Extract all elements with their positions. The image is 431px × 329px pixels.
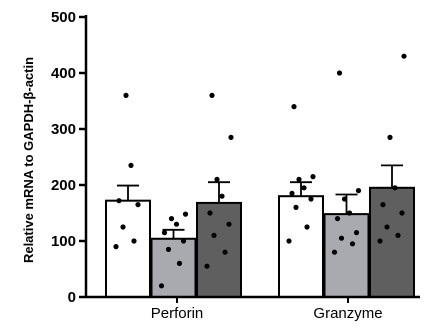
data-point bbox=[214, 176, 220, 182]
data-point bbox=[158, 283, 165, 289]
data-point bbox=[377, 238, 383, 244]
data-point bbox=[346, 210, 353, 216]
data-point bbox=[331, 249, 338, 255]
data-point bbox=[123, 92, 129, 98]
data-point bbox=[128, 162, 134, 168]
data-point bbox=[336, 70, 343, 76]
bar bbox=[150, 237, 197, 298]
data-point bbox=[286, 238, 292, 244]
data-point bbox=[304, 224, 310, 230]
data-point bbox=[222, 249, 228, 255]
y-tick-label: 200 bbox=[51, 177, 76, 194]
data-point bbox=[301, 185, 307, 191]
y-tick-label: 100 bbox=[51, 233, 76, 250]
data-point bbox=[353, 230, 360, 236]
data-point bbox=[380, 202, 386, 208]
data-point bbox=[384, 224, 390, 230]
y-axis-label: Relative mRNA to GAPDH-β-actin bbox=[21, 57, 36, 263]
data-point bbox=[120, 224, 126, 230]
data-point bbox=[296, 176, 302, 182]
data-point bbox=[289, 190, 295, 196]
data-point bbox=[228, 134, 234, 140]
data-point bbox=[209, 92, 215, 98]
data-point bbox=[204, 263, 210, 269]
data-point bbox=[131, 238, 137, 244]
data-point bbox=[355, 188, 362, 194]
data-point bbox=[219, 193, 225, 199]
data-point bbox=[293, 204, 299, 210]
data-point bbox=[116, 198, 122, 204]
data-point bbox=[173, 221, 180, 227]
data-point bbox=[211, 232, 217, 238]
data-point bbox=[168, 216, 175, 222]
y-tick-label: 500 bbox=[51, 9, 76, 26]
bar bbox=[278, 195, 324, 298]
data-point bbox=[310, 174, 316, 180]
data-point bbox=[291, 104, 297, 110]
data-point bbox=[161, 230, 168, 236]
data-point bbox=[226, 221, 232, 227]
data-point bbox=[180, 238, 187, 244]
bar bbox=[196, 201, 242, 298]
data-point bbox=[395, 232, 401, 238]
bar bbox=[369, 186, 415, 298]
data-point bbox=[135, 202, 141, 208]
bar bbox=[323, 213, 370, 298]
data-point bbox=[176, 260, 183, 266]
data-point bbox=[334, 216, 341, 222]
data-point bbox=[308, 196, 314, 202]
data-point bbox=[182, 211, 189, 217]
x-category-label: Granzyme bbox=[313, 305, 382, 322]
y-tick-label: 400 bbox=[51, 65, 76, 82]
data-point bbox=[401, 53, 407, 59]
x-category-label: Perforin bbox=[151, 305, 204, 322]
data-point bbox=[349, 241, 356, 247]
data-point bbox=[392, 185, 398, 191]
data-point bbox=[387, 134, 393, 140]
data-point bbox=[399, 210, 405, 216]
data-point bbox=[113, 244, 119, 250]
data-point bbox=[338, 235, 345, 241]
y-tick-label: 0 bbox=[68, 289, 76, 306]
data-point bbox=[165, 246, 172, 252]
bar bbox=[105, 199, 151, 298]
y-tick-label: 300 bbox=[51, 121, 76, 138]
data-point bbox=[207, 210, 213, 216]
